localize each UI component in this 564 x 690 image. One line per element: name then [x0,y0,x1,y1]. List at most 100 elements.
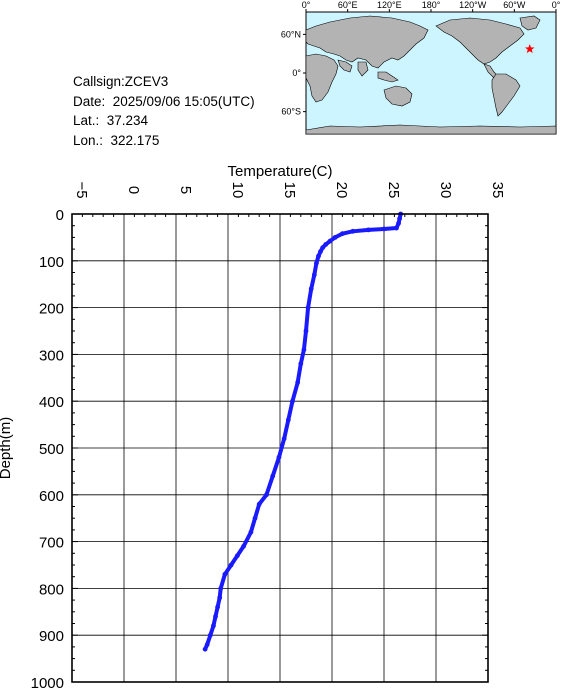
temperature-point [316,253,321,259]
antarctica-landmass [305,124,557,135]
temperature-point [281,436,287,442]
temperature-point [264,492,269,498]
y-tick-label: 900 [39,628,64,645]
temperature-point [314,260,319,266]
map-lat-label: 0° [292,68,301,78]
temperature-point [327,238,333,244]
temperature-point [301,347,307,353]
temperature-point [305,305,311,310]
temperature-point [285,417,291,423]
southeast-asia-landmass [377,71,399,83]
x-tick-label: 30 [437,182,454,199]
plot-frame [71,213,489,683]
x-tick-label: 10 [229,182,246,199]
temperature-point [270,473,276,479]
temperature-point [340,231,345,237]
eurasia-landmass [305,15,429,69]
temperature-point [252,515,258,521]
temperature-point [211,623,216,629]
latitude-label: Lat.: 37.234 [73,113,149,128]
y-tick-label: 400 [39,394,64,411]
temperature-point [217,595,223,601]
temperature-point [350,228,356,234]
temperature-point [215,604,221,610]
x-tick-labels: −5 0 5 10 15 20 25 30 35 [73,181,506,198]
temperature-point [256,501,262,507]
australia-landmass [383,85,413,107]
arabia-india-landmass [337,59,369,77]
x-tick-label: 25 [385,182,402,199]
temperature-point [298,361,304,367]
date-label: Date: 2025/09/06 15:05(UTC) [73,93,255,109]
x-axis-label: Temperature(C) [227,163,332,180]
x-tick-label: 35 [489,182,506,199]
map-lat-label: 60°S [281,107,301,117]
temperature-point [332,235,338,240]
temperature-point [204,642,210,647]
y-tick-label: 500 [39,441,64,458]
temperature-point [228,562,234,568]
x-tick-label: −5 [73,181,90,198]
greenland-landmass [519,15,541,31]
map-lon-label: 120°W [459,0,487,10]
temperature-point [394,225,399,231]
temperature-point [290,398,295,404]
y-tick-label: 800 [39,581,64,598]
float-info-panel: Callsign:ZCEV3 Date: 2025/09/06 15:05(UT… [73,72,255,150]
temperature-point [381,226,387,232]
temperature-point [295,380,301,385]
temperature-point [320,245,326,251]
temperature-point [303,328,309,334]
x-tick-label: 15 [281,182,298,199]
map-lat-label: 60°N [281,29,301,39]
temperature-point [323,242,329,247]
map-land [305,15,557,135]
map-lon-label: 60°E [338,0,358,10]
map-lon-label: 120°E [377,0,402,10]
profile-plot: −5 0 5 10 15 20 25 30 35 0 100 200 300 400 500 600 700 8… [0,163,506,690]
africa-landmass [305,53,339,103]
y-tick-label: 100 [39,254,64,271]
x-tick-label: 0 [125,186,142,194]
temperature-point [396,220,401,226]
south-america-landmass [491,73,521,117]
x-tick-label: 20 [333,182,350,199]
y-tick-labels: 0 100 200 300 400 500 600 700 800 900 1000 [31,207,64,690]
x-tick-label: 5 [177,186,194,194]
temperature-point [241,543,247,549]
temperature-point [218,586,224,591]
world-map-inset: 0° 60°E 120°E 180° 120°W 60°W 0° 60°N 0° 60°S [281,0,561,135]
north-america-landmass [435,17,525,65]
y-tick-label: 200 [39,301,64,318]
temperature-point [318,249,323,254]
map-latitude-labels: 60°N 0° 60°S [281,29,302,116]
map-tick-marks [303,9,557,113]
temperature-point [366,227,371,233]
map-lon-label: 0° [302,0,311,10]
temperature-point [311,272,317,278]
y-axis-label: Depth(m) [0,417,14,480]
float-location-marker [524,44,535,54]
temperature-point [308,286,314,292]
temperature-point [222,571,228,577]
y-tick-label: 700 [39,535,64,552]
map-lon-label: 60°W [503,0,526,10]
temperature-point [213,614,218,619]
temperature-point [202,646,208,652]
map-lon-label: 0° [552,0,561,10]
callsign-label: Callsign:ZCEV3 [73,74,169,89]
map-lon-label: 180° [422,0,441,10]
longitude-label: Lon.: 322.175 [73,132,160,148]
temperature-point [397,216,402,222]
temperature-point [234,553,240,559]
y-tick-label: 1000 [31,675,64,690]
temperature-point [248,529,254,535]
y-tick-label: 300 [39,347,64,364]
map-longitude-labels: 0° 60°E 120°E 180° 120°W 60°W 0° [302,0,561,10]
temperature-point [276,454,282,460]
y-tick-label: 0 [56,207,64,224]
temperature-series [202,211,404,652]
y-tick-label: 600 [39,488,64,505]
temperature-point [207,632,213,638]
